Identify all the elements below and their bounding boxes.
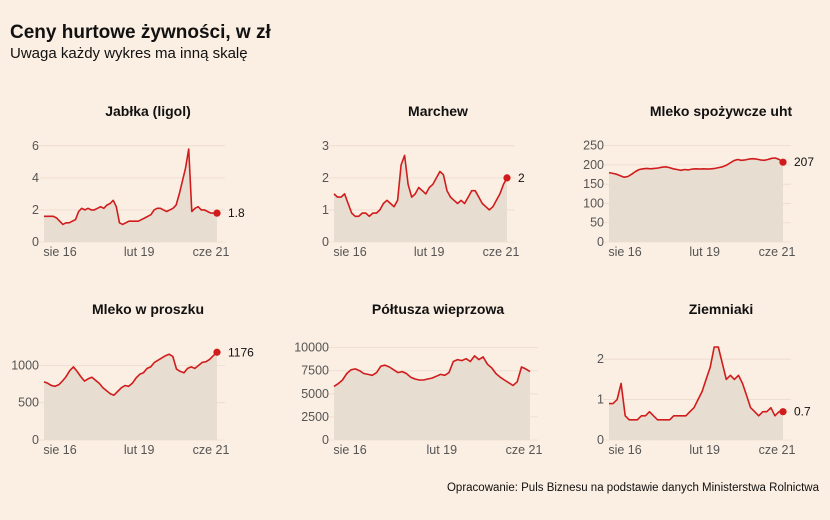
x-tick-label: lut 19 xyxy=(689,443,720,457)
y-tick-label: 3 xyxy=(322,139,329,153)
y-tick-label: 50 xyxy=(590,216,604,230)
y-tick-label: 250 xyxy=(583,139,604,153)
y-tick-label: 2 xyxy=(597,352,604,366)
panel-1: Jabłka (ligol) 0 2 4 6 sie 16 lut 19 cze 21 1.8 xyxy=(32,103,245,259)
x-tick-label: lut 19 xyxy=(124,245,155,259)
chart-subtitle: Uwaga każdy wykres ma inną skalę xyxy=(10,45,248,62)
panel-3: Mleko spożywcze uht 0 50 100 150 200 250 sie 16… xyxy=(583,103,814,259)
y-tick-label: 500 xyxy=(18,396,39,410)
chart-title: Ceny hurtowe żywności, w zł xyxy=(10,22,271,43)
last-point xyxy=(779,158,787,166)
y-tick-label: 2 xyxy=(32,203,39,217)
panel-title: Mleko spożywcze uht xyxy=(650,103,793,119)
y-tick-label: 6 xyxy=(32,139,39,153)
last-point xyxy=(213,209,221,217)
y-tick-label: 1000 xyxy=(11,358,39,372)
series-line xyxy=(44,148,217,226)
y-tick-label: 2 xyxy=(322,171,329,185)
y-tick-label: 5000 xyxy=(301,387,329,401)
panel-title: Ziemniaki xyxy=(689,301,754,317)
series-area xyxy=(334,155,507,242)
last-point xyxy=(503,174,511,182)
last-value-label: 1176 xyxy=(228,345,254,359)
x-tick-label: sie 16 xyxy=(43,245,76,259)
last-point xyxy=(779,408,787,416)
x-tick-label: sie 16 xyxy=(43,443,76,457)
series-area xyxy=(334,355,530,440)
y-tick-label: 0 xyxy=(597,235,604,249)
series-area xyxy=(44,352,217,440)
y-tick-label: 0 xyxy=(32,433,39,447)
x-tick-label: cze 21 xyxy=(193,245,230,259)
series-line xyxy=(43,351,218,396)
source-caption: Opracowanie: Puls Biznesu na podstawie d… xyxy=(446,482,819,494)
y-tick-label: 2500 xyxy=(301,410,329,424)
x-tick-label: lut 19 xyxy=(414,245,445,259)
x-tick-label: sie 16 xyxy=(608,443,641,457)
series-line xyxy=(333,355,531,388)
x-tick-label: sie 16 xyxy=(608,245,641,259)
series-line xyxy=(609,346,783,421)
y-tick-label: 0 xyxy=(32,235,39,249)
y-tick-label: 100 xyxy=(583,196,604,210)
panel-6: Ziemniaki 0 1 2 sie 16 lut 19 cze 21 0.7 xyxy=(597,301,811,457)
series-line xyxy=(608,157,784,178)
x-tick-label: lut 19 xyxy=(124,443,155,457)
y-tick-label: 1 xyxy=(322,203,329,217)
x-tick-label: cze 21 xyxy=(759,443,796,457)
panel-title: Jabłka (ligol) xyxy=(105,103,191,119)
panel-4: Mleko w proszku 0 500 1000 sie 16 lut 19 cze 2… xyxy=(11,301,254,457)
panel-2: Marchew 0 1 2 3 sie 16 lut 19 cze 21 2 xyxy=(322,103,525,259)
panel-title: Marchew xyxy=(408,103,468,119)
x-tick-label: cze 21 xyxy=(759,245,796,259)
y-tick-label: 0 xyxy=(322,433,329,447)
y-tick-label: 0 xyxy=(597,433,604,447)
x-tick-label: cze 21 xyxy=(506,443,543,457)
y-tick-label: 150 xyxy=(583,177,604,191)
series-area xyxy=(609,158,783,242)
panel-5: Półtusza wieprzowa 0 2500 5000 7500 10000 sie … xyxy=(294,301,542,457)
series-area xyxy=(609,347,783,440)
last-value-label: 2 xyxy=(518,171,525,185)
y-tick-label: 10000 xyxy=(294,341,329,355)
x-tick-label: sie 16 xyxy=(333,245,366,259)
x-tick-label: lut 19 xyxy=(427,443,458,457)
x-tick-label: lut 19 xyxy=(689,245,720,259)
series-area xyxy=(44,149,217,242)
panel-title: Mleko w proszku xyxy=(92,301,204,317)
x-tick-label: cze 21 xyxy=(193,443,230,457)
last-value-label: 0.7 xyxy=(794,405,811,419)
y-tick-label: 7500 xyxy=(301,364,329,378)
last-value-label: 1.8 xyxy=(228,206,245,220)
x-tick-label: cze 21 xyxy=(483,245,520,259)
last-point xyxy=(213,348,221,356)
y-tick-label: 4 xyxy=(32,171,39,185)
panel-title: Półtusza wieprzowa xyxy=(372,301,504,317)
series-line xyxy=(333,154,508,218)
x-tick-label: sie 16 xyxy=(333,443,366,457)
y-tick-label: 0 xyxy=(322,235,329,249)
y-tick-label: 200 xyxy=(583,158,604,172)
last-value-label: 207 xyxy=(794,155,814,169)
y-tick-label: 1 xyxy=(597,393,604,407)
